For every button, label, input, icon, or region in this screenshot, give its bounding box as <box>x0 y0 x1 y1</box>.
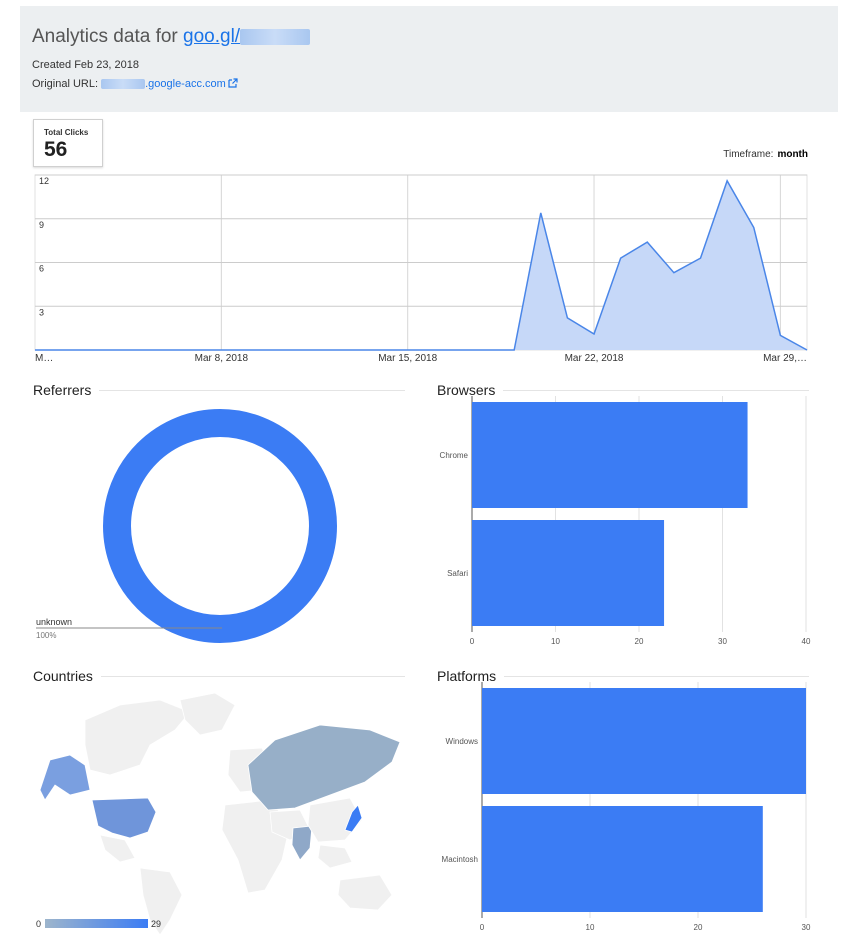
x-tick-label: M… <box>35 353 53 364</box>
map-region-south-america <box>139 867 183 936</box>
browser-bar-safari <box>472 520 665 626</box>
platform-category-label: Macintosh <box>442 855 478 864</box>
browser-x-tick-label: 30 <box>718 637 727 646</box>
platform-bar-windows <box>482 688 806 794</box>
map-country-mexico <box>99 834 136 863</box>
map-country-india <box>291 825 313 861</box>
title-prefix: Analytics data for <box>32 26 184 47</box>
timeframe-label: Timeframe: <box>723 149 774 160</box>
map-country-usa <box>91 797 157 839</box>
map-country-japan <box>344 804 363 833</box>
countries-legend-gradient <box>45 919 148 928</box>
y-tick-label: 6 <box>39 264 44 274</box>
browsers-divider <box>437 390 809 391</box>
referrers-divider <box>33 390 405 391</box>
clicks-series-line <box>35 179 808 351</box>
map-country-greenland <box>179 692 236 736</box>
original-url-link[interactable]: .google-acc.com <box>145 78 238 90</box>
browser-x-tick-label: 20 <box>635 637 644 646</box>
timeframe-control[interactable]: Timeframe: month <box>723 149 808 160</box>
total-clicks-card: Total Clicks 56 <box>33 119 103 167</box>
platform-x-tick-label: 0 <box>480 923 485 932</box>
y-tick-label: 3 <box>39 307 44 317</box>
original-url-domain: .google-acc.com <box>145 78 226 90</box>
referrers-title: Referrers <box>33 382 100 398</box>
total-clicks-label: Total Clicks <box>44 128 89 137</box>
map-country-russia <box>247 724 401 811</box>
countries-title: Countries <box>33 668 101 684</box>
browser-x-tick-label: 0 <box>470 637 475 646</box>
platform-x-tick-label: 20 <box>694 923 703 932</box>
short-link[interactable]: goo.gl/ <box>183 26 241 47</box>
map-country-alaska <box>39 754 91 801</box>
y-tick-label: 9 <box>39 220 44 230</box>
browser-x-tick-label: 40 <box>802 637 811 646</box>
platform-bar-macintosh <box>482 806 763 912</box>
map-country-australia <box>337 874 393 911</box>
original-url-row: Original URL: .google-acc.com <box>32 78 238 90</box>
browser-category-label: Safari <box>447 569 468 578</box>
clicks-area <box>35 180 807 350</box>
map-region-southeast-asia <box>317 844 353 869</box>
map-country-canada <box>84 699 191 776</box>
created-date: Created Feb 23, 2018 <box>32 59 140 71</box>
redacted-link-id <box>240 28 311 45</box>
countries-divider <box>33 676 405 677</box>
header-panel: Analytics data for goo.gl/ Created Feb 2… <box>20 6 838 112</box>
x-tick-label: Mar 15, 2018 <box>378 353 437 364</box>
platform-x-tick-label: 10 <box>586 923 595 932</box>
countries-legend-min: 0 <box>36 919 41 929</box>
browser-x-tick-label: 10 <box>551 637 560 646</box>
total-clicks-value: 56 <box>44 138 68 161</box>
platforms-title: Platforms <box>437 668 505 684</box>
y-tick-label: 12 <box>39 176 49 186</box>
browser-category-label: Chrome <box>440 451 469 460</box>
external-link-icon <box>228 78 238 88</box>
page-title: Analytics data for goo.gl/ <box>32 26 311 48</box>
x-tick-label: Mar 29,… <box>763 353 807 364</box>
redacted-url-prefix <box>101 79 146 90</box>
timeframe-value[interactable]: month <box>777 149 808 160</box>
original-url-label: Original URL: <box>32 78 99 90</box>
clicks-timeline-chart: 3 6 9 12 M… Mar 8, 2018 Mar 15, 2018 Mar 22, 20… <box>34 174 808 364</box>
browser-bar-chrome <box>472 402 748 508</box>
countries-legend-max: 29 <box>151 919 161 929</box>
platforms-divider <box>437 676 809 677</box>
browsers-title: Browsers <box>437 382 504 398</box>
platform-x-tick-label: 30 <box>802 923 811 932</box>
x-tick-label: Mar 22, 2018 <box>565 353 624 364</box>
x-tick-label: Mar 8, 2018 <box>195 353 249 364</box>
platform-category-label: Windows <box>446 737 478 746</box>
